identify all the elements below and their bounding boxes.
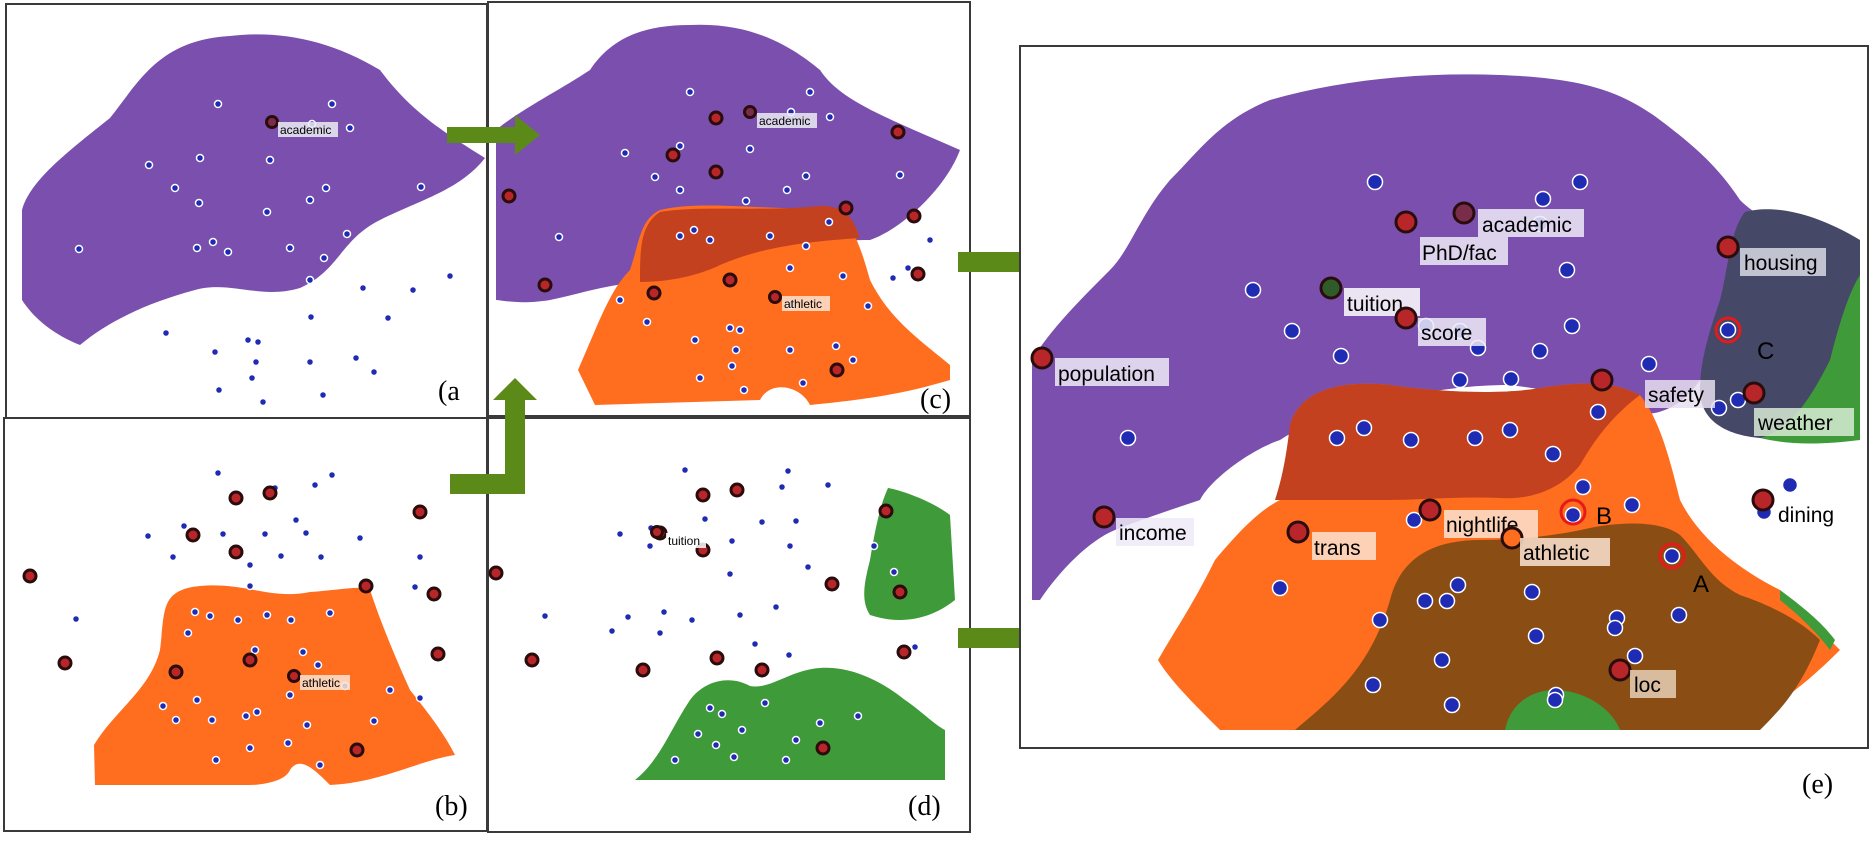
label-safety: safety xyxy=(1648,384,1705,407)
marker-academic xyxy=(1452,201,1476,225)
label-athletic: athletic xyxy=(1523,542,1590,565)
marker-academic xyxy=(743,105,757,119)
panel-c-caption: (c) xyxy=(920,384,951,415)
overlap-region xyxy=(1275,383,1640,500)
arrow-c-to-e xyxy=(958,240,1052,284)
marker-athletic xyxy=(287,669,301,683)
label-weather: weather xyxy=(1757,412,1833,435)
label-academic: academic xyxy=(1482,214,1572,237)
arrows xyxy=(447,115,1052,660)
panel-d: tuition (d) xyxy=(487,417,971,833)
marker-income xyxy=(1092,505,1116,529)
overlap-region xyxy=(640,205,860,282)
athletic-region xyxy=(94,585,455,785)
marker-athletic xyxy=(1500,526,1524,550)
green-region-right xyxy=(864,488,955,620)
green-right-region xyxy=(1780,590,1835,650)
label-academic: academic xyxy=(280,123,331,137)
label-academic: academic xyxy=(759,114,810,128)
callout-c: C xyxy=(1757,338,1774,365)
green-bottom-region xyxy=(1505,690,1620,730)
label-bg xyxy=(666,533,706,548)
panel-c-markers xyxy=(501,110,926,378)
label-athletic: athletic xyxy=(302,676,340,690)
marker-athletic xyxy=(768,290,782,304)
label-tuition: tuition xyxy=(1347,293,1403,316)
loc-region xyxy=(1295,523,1820,730)
label-bg xyxy=(278,122,338,137)
label-score: score xyxy=(1421,322,1472,345)
arrow-b-up-to-c xyxy=(450,378,537,494)
label-athletic: athletic xyxy=(784,297,822,311)
panel-e-caption: (e) xyxy=(1802,769,1833,800)
panel-b-markers xyxy=(22,485,446,758)
marker-dining xyxy=(1751,488,1775,512)
panel-c: academic athletic (c) xyxy=(487,1,971,417)
panel-a: academic (a xyxy=(5,3,488,419)
panel-d-dots xyxy=(540,465,920,765)
marker-tuition xyxy=(650,525,664,539)
callout-b: B xyxy=(1596,503,1612,530)
callout-a: A xyxy=(1693,571,1709,598)
label-dining: dining xyxy=(1778,504,1834,527)
marker-loc xyxy=(1608,658,1632,682)
label-bg xyxy=(782,296,830,311)
label-tuition: tuition xyxy=(668,534,700,548)
marker-phd-fac xyxy=(1394,210,1418,234)
marker-nightlife xyxy=(1418,498,1442,522)
marker-housing xyxy=(1716,235,1740,259)
panel-e-attributes: academic PhD/fac housing tuition score p… xyxy=(1030,201,1854,698)
academic-region xyxy=(1032,74,1790,601)
callout-ring-a xyxy=(1658,542,1686,570)
label-nightlife: nightlife xyxy=(1446,514,1518,537)
callout-ring-c xyxy=(1714,316,1742,344)
academic-region xyxy=(22,34,485,345)
marker-safety xyxy=(1590,368,1614,392)
callout-ring-b xyxy=(1559,498,1587,526)
panel-d-caption: (d) xyxy=(908,791,941,822)
panel-e-dots xyxy=(1119,173,1799,714)
label-population: population xyxy=(1058,363,1155,386)
green-weather-region xyxy=(1760,275,1860,444)
marker-score xyxy=(1394,306,1418,330)
panel-e: C B A academic PhD/fac housing tuition s… xyxy=(1019,45,1869,800)
marker-weather xyxy=(1742,381,1766,405)
label-bg xyxy=(300,675,350,690)
label-housing: housing xyxy=(1744,252,1818,275)
marker-trans xyxy=(1286,520,1310,544)
marker-academic xyxy=(265,115,279,129)
green-region-bottom xyxy=(635,667,945,780)
panel-c-dots xyxy=(554,87,935,395)
label-trans: trans xyxy=(1314,537,1361,560)
panel-a-caption: (a xyxy=(438,376,460,407)
label-bg xyxy=(757,113,817,128)
label-phd-fac: PhD/fac xyxy=(1422,242,1497,265)
marker-tuition xyxy=(1319,276,1343,300)
label-loc: loc xyxy=(1634,674,1661,697)
panel-b-caption: (b) xyxy=(435,791,468,822)
arrow-d-to-e xyxy=(958,616,1052,660)
marker-population xyxy=(1030,346,1054,370)
panel-b: athletic (b) xyxy=(3,417,488,832)
arrow-a-to-c xyxy=(447,115,540,155)
label-income: income xyxy=(1119,522,1187,545)
